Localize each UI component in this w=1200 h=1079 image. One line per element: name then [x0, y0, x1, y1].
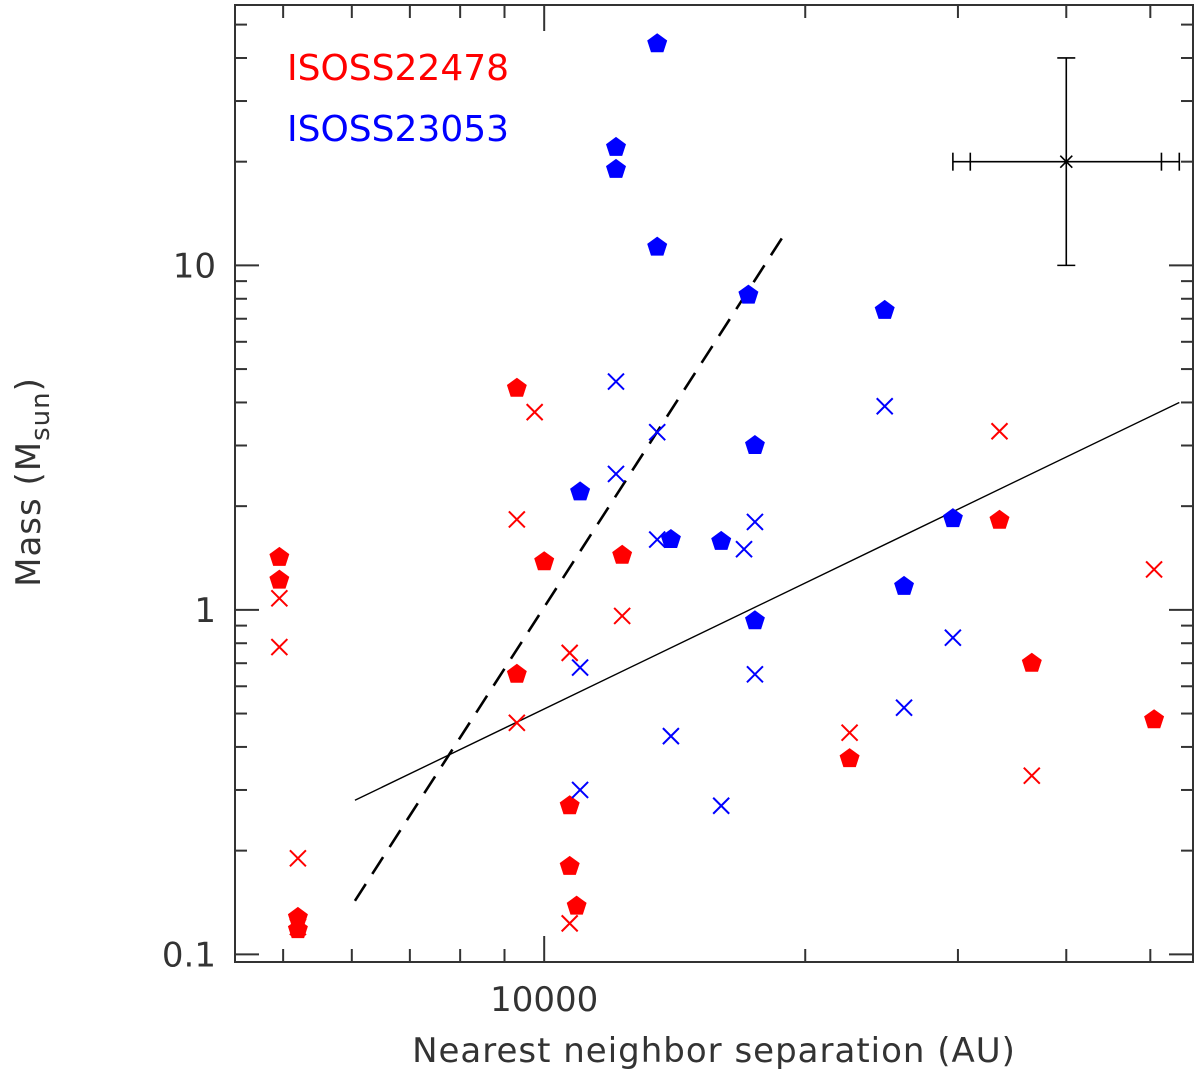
data-point-cross-isoss23053: [648, 530, 666, 549]
data-point-pentagon-isoss22478: [287, 919, 308, 939]
x-axis-title: Nearest neighbor separation (AU): [412, 1031, 1016, 1071]
data-point-cross-isoss22478: [270, 589, 289, 608]
data-point-pentagon-isoss23053: [738, 284, 759, 304]
y-tick-label: 10: [173, 246, 216, 286]
data-point-cross-isoss22478: [1023, 767, 1041, 785]
axis-ticks: [235, 5, 1193, 962]
plot-frame: [234, 4, 1194, 963]
y-axis-title-close: ): [9, 377, 49, 391]
data-point-cross-isoss22478: [289, 849, 307, 868]
data-point-pentagon-isoss23053: [745, 435, 765, 454]
data-point-cross-isoss22478: [508, 510, 526, 529]
data-point-pentagon-isoss23053: [606, 158, 626, 178]
data-point-cross-isoss23053: [746, 513, 764, 531]
data-point-cross-isoss23053: [571, 781, 589, 799]
data-point-cross-isoss23053: [746, 665, 764, 684]
data-point-cross-isoss23053: [876, 397, 894, 415]
data-point-cross-isoss23053: [607, 465, 625, 483]
data-point-pentagon-isoss22478: [559, 855, 580, 875]
error-bar-center-marker: [1059, 155, 1073, 169]
data-point-pentagon-isoss23053: [647, 33, 668, 53]
data-point-cross-isoss23053: [895, 698, 913, 717]
y-tick-label: 1: [194, 591, 216, 631]
data-point-pentagon-isoss22478: [559, 795, 580, 815]
data-point-pentagon-isoss22478: [839, 748, 860, 768]
data-point-pentagon-isoss22478: [1021, 652, 1042, 672]
data-point-pentagon-isoss22478: [566, 895, 587, 915]
data-point-cross-isoss22478: [508, 714, 526, 732]
data-point-pentagon-isoss23053: [606, 136, 626, 156]
data-point-cross-isoss23053: [944, 629, 962, 647]
data-point-cross-isoss22478: [613, 607, 631, 625]
data-point-cross-isoss23053: [735, 540, 753, 558]
y-axis-title-subscript: sun: [26, 391, 56, 441]
data-point-cross-isoss23053: [662, 727, 680, 745]
data-point-pentagon-isoss22478: [989, 509, 1010, 529]
data-point-pentagon-isoss23053: [647, 236, 668, 256]
dashed-fit-line: [353, 231, 788, 902]
y-tick-label: 0.1: [162, 935, 216, 975]
data-point-pentagon-isoss22478: [269, 546, 290, 566]
data-points: [269, 33, 1165, 939]
data-point-pentagon-isoss23053: [874, 299, 895, 319]
x-tick-label: 10000: [490, 980, 598, 1020]
legend-label-isoss23053: ISOSS23053: [287, 109, 509, 150]
y-axis-title-main: Mass (M: [9, 441, 49, 587]
data-point-cross-isoss22478: [840, 723, 859, 742]
data-point-pentagon-isoss23053: [745, 610, 765, 630]
y-axis-title: Mass (Msun): [9, 377, 56, 587]
axis-tick-labels: 10000 0.1 1 10: [162, 246, 598, 1020]
data-point-cross-isoss23053: [712, 797, 730, 815]
error-bar: [952, 57, 1181, 267]
legend-label-isoss22478: ISOSS22478: [287, 48, 509, 89]
data-point-pentagon-isoss23053: [894, 575, 914, 595]
data-point-cross-isoss22478: [1145, 560, 1163, 579]
data-point-pentagon-isoss22478: [506, 663, 527, 683]
data-point-pentagon-isoss22478: [506, 377, 527, 397]
fit-lines: [353, 231, 1180, 902]
data-point-pentagon-isoss23053: [660, 529, 681, 548]
data-point-cross-isoss23053: [648, 423, 666, 441]
data-point-cross-isoss22478: [990, 422, 1009, 440]
data-point-pentagon-isoss22478: [269, 569, 290, 589]
data-point-pentagon-isoss22478: [287, 906, 308, 926]
data-point-cross-isoss22478: [560, 914, 579, 933]
data-point-cross-isoss22478: [270, 638, 289, 656]
data-point-pentagon-isoss22478: [612, 544, 633, 564]
data-point-pentagon-isoss23053: [942, 508, 963, 528]
solid-fit-line: [354, 401, 1180, 801]
data-point-pentagon-isoss22478: [534, 551, 555, 571]
data-point-cross-isoss23053: [607, 372, 625, 391]
data-point-cross-isoss23053: [571, 658, 589, 677]
data-point-cross-isoss22478: [525, 403, 544, 421]
data-point-pentagon-isoss23053: [711, 530, 732, 550]
data-point-pentagon-isoss22478: [1144, 709, 1165, 729]
data-point-pentagon-isoss23053: [570, 481, 591, 501]
data-point-cross-isoss22478: [560, 644, 579, 662]
